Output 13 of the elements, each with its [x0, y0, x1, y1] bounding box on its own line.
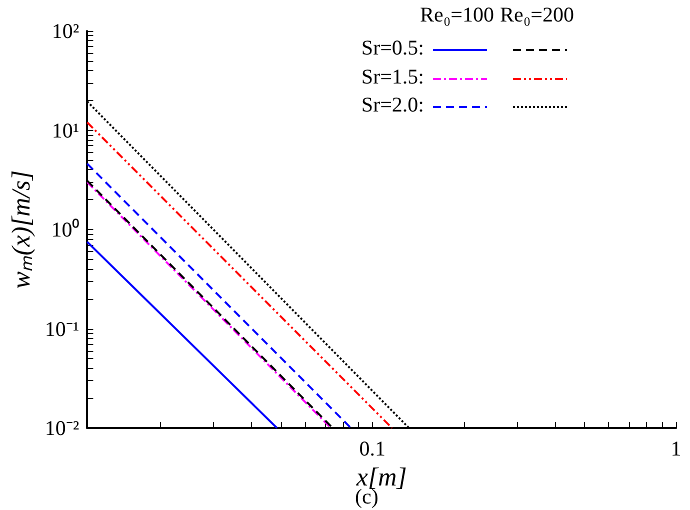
y-axis-title: wₘ(x)[m/s] — [6, 170, 36, 289]
annotation: Sr=1.5: — [361, 64, 424, 88]
text: Re₀=200 — [500, 2, 574, 26]
text: Re₀=100 — [420, 2, 494, 26]
annotation: Sr=0.5: — [361, 36, 424, 60]
y-tick-label: 10¹ — [52, 118, 80, 142]
x-tick-label: 1 — [670, 436, 682, 460]
y-tick-label: 10² — [52, 19, 80, 43]
x-tick-label: 0.1 — [359, 436, 386, 460]
y-tick-label: 10⁻² — [44, 416, 80, 440]
y-tick-label: 10⁰ — [51, 218, 80, 242]
annotation: Sr=2.0: — [361, 92, 424, 116]
y-tick-label: 10⁻¹ — [44, 316, 80, 341]
